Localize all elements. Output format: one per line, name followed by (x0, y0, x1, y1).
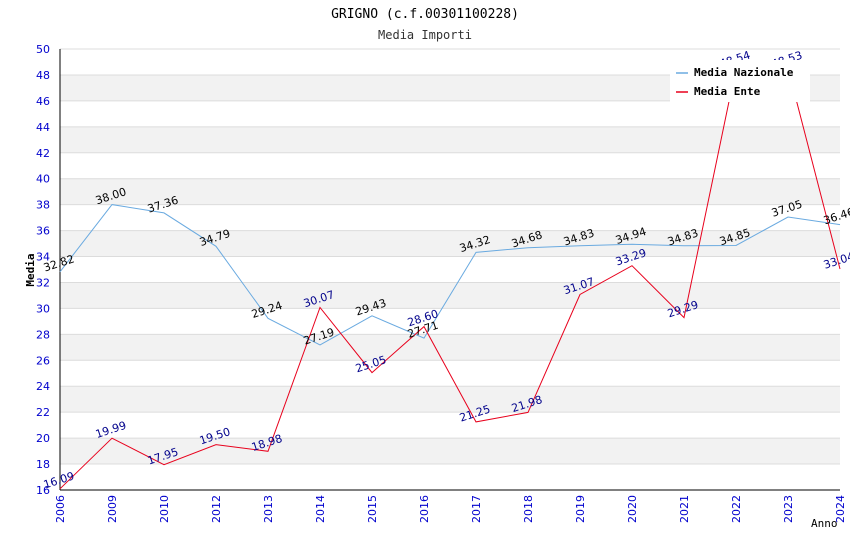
series-line-media-ente (59, 67, 841, 490)
y-tick-label: 48 (36, 69, 50, 82)
grid-band (60, 438, 840, 465)
x-tick-label: 2019 (574, 495, 587, 523)
y-tick-label: 22 (36, 406, 50, 419)
y-tick-label: 20 (36, 432, 50, 445)
y-tick-label: 16 (36, 484, 50, 497)
grid-band (60, 256, 840, 283)
x-axis-label: Anno (811, 517, 838, 530)
x-tick-label: 2006 (54, 495, 67, 523)
legend-box (670, 60, 810, 102)
x-tick-label: 2022 (730, 495, 743, 523)
grid-band (60, 204, 840, 231)
x-tick-label: 2021 (678, 495, 691, 523)
grid-band (60, 126, 840, 153)
y-tick-label: 18 (36, 458, 50, 471)
grid-band (60, 386, 840, 413)
y-tick-label: 36 (36, 225, 50, 238)
x-tick-label: 2016 (418, 495, 431, 523)
y-tick-label: 38 (36, 199, 50, 212)
grid-lines (60, 48, 840, 491)
y-tick-label: 32 (36, 276, 50, 289)
y-tick-label: 40 (36, 173, 50, 186)
x-tick-label: 2010 (158, 495, 171, 523)
y-axis-label: Media (24, 253, 37, 286)
plot-background-bands (60, 49, 840, 490)
legend: Media Nazionale Media Ente (670, 60, 810, 102)
grid-band (60, 230, 840, 257)
y-tick-labels: 16 18 20 22 24 26 28 30 32 34 36 38 40 42 44 46 48 50 (36, 43, 50, 497)
y-tick-label: 30 (36, 302, 50, 315)
chart-subtitle: Media Importi (378, 28, 472, 42)
legend-label-nazionale: Media Nazionale (694, 66, 794, 79)
x-tick-label: 2012 (210, 495, 223, 523)
x-tick-label: 2017 (470, 495, 483, 523)
grid-band (60, 100, 840, 127)
x-tick-label: 2014 (314, 495, 327, 523)
y-tick-label: 28 (36, 328, 50, 341)
grid-band (60, 464, 840, 490)
y-tick-label: 42 (36, 147, 50, 160)
x-tick-label: 2024 (834, 495, 847, 523)
x-tick-label: 2015 (366, 495, 379, 523)
x-tick-label: 2013 (262, 495, 275, 523)
y-tick-label: 44 (36, 121, 50, 134)
y-tick-label: 46 (36, 95, 50, 108)
x-tick-label: 2018 (522, 495, 535, 523)
x-tick-label: 2023 (782, 495, 795, 523)
grid-band (60, 152, 840, 179)
grid-band (60, 308, 840, 335)
x-tick-label: 2020 (626, 495, 639, 523)
y-tick-label: 50 (36, 43, 50, 56)
grid-band (60, 334, 840, 361)
y-tick-label: 26 (36, 354, 50, 367)
legend-label-ente: Media Ente (694, 85, 761, 98)
x-tick-label: 2009 (106, 495, 119, 523)
series-line-media-nazionale (59, 204, 841, 346)
grid-band (60, 412, 840, 439)
x-tick-labels: 2006 2009 2010 2012 2013 2014 2015 2016 2017 2018… (54, 495, 847, 523)
y-tick-label: 24 (36, 380, 50, 393)
series-lines (59, 67, 841, 490)
chart-title: GRIGNO (c.f.00301100228) (331, 7, 519, 22)
y-tick-label: 34 (36, 251, 50, 264)
